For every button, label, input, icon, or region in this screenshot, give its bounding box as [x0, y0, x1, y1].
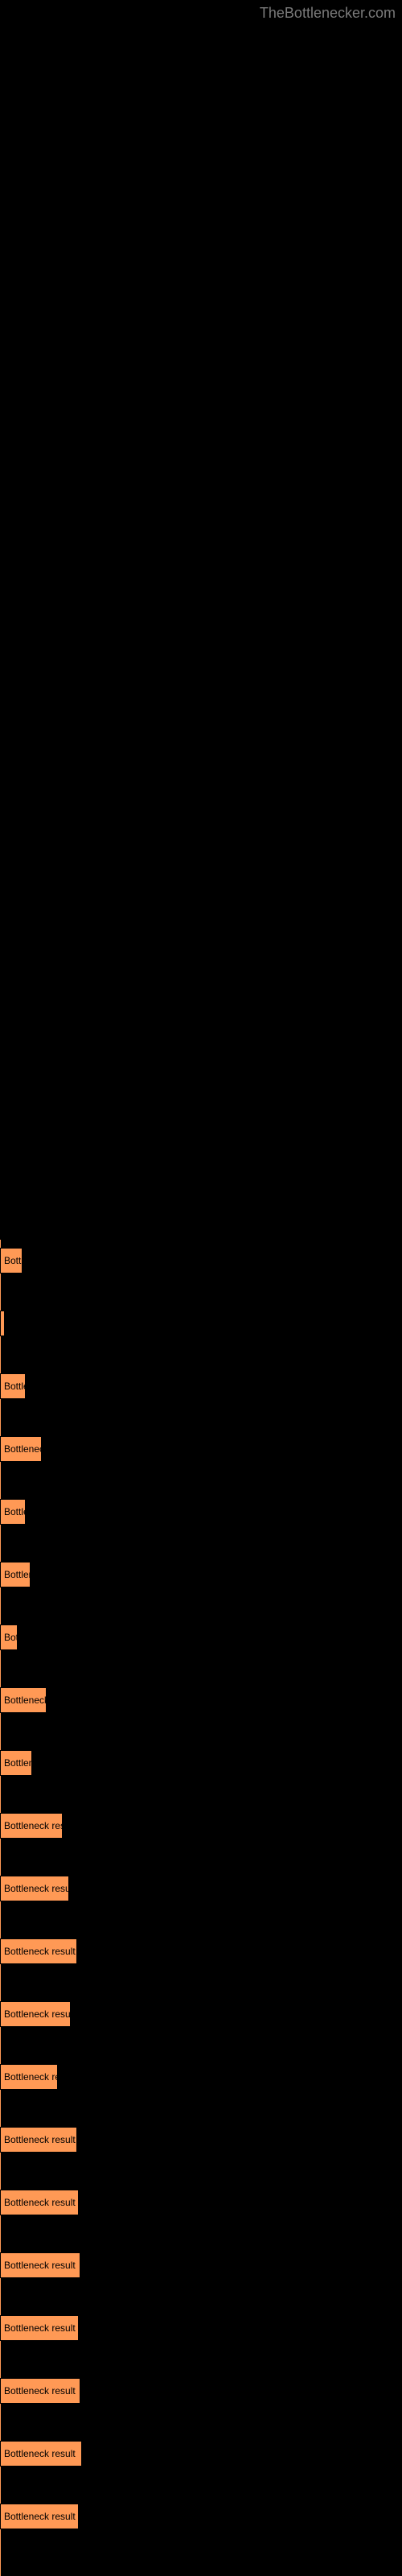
- bar: Bottle: [0, 1499, 26, 1525]
- bar: Bottleneck result: [0, 2252, 80, 2278]
- bar-row: Bottleneck result: [0, 2190, 79, 2215]
- bar: Bott: [0, 1248, 23, 1274]
- bar-row: Bottleneck re: [0, 2064, 58, 2090]
- bar: Bottleneck result: [0, 2378, 80, 2404]
- bar: Bottleneck: [0, 1687, 47, 1713]
- bar-row: Bottleneck result: [0, 2441, 82, 2467]
- bar-row: Bottle: [0, 1499, 26, 1525]
- bar-row: Bottle: [0, 1373, 26, 1399]
- bar-row: Bottlen: [0, 1562, 31, 1587]
- bar-row: [0, 1311, 5, 1336]
- bar-row: Bottleneck result: [0, 2378, 80, 2404]
- bar: Bottlenec: [0, 1436, 42, 1462]
- bar: Bottleneck result: [0, 2441, 82, 2467]
- bar: Bot: [0, 1624, 18, 1650]
- bar: Bottleneck result: [0, 2504, 79, 2529]
- bar: Bottle: [0, 1373, 26, 1399]
- bar-row: Bottlen: [0, 1750, 32, 1776]
- bar-row: Bottleneck result: [0, 2315, 79, 2341]
- bar-row: Bottlenec: [0, 1436, 42, 1462]
- bar: Bottleneck res: [0, 1813, 63, 1839]
- bar: Bottleneck resu: [0, 2001, 71, 2027]
- bar-row: Bottleneck result: [0, 2127, 77, 2153]
- bar-row: Bottleneck result: [0, 1938, 77, 1964]
- bar-row: Bottleneck resu: [0, 2001, 71, 2027]
- bar: [0, 1311, 5, 1336]
- bar-row: Bot: [0, 1624, 18, 1650]
- bar: Bottlen: [0, 1750, 32, 1776]
- bar: Bottleneck resu: [0, 1876, 69, 1901]
- bar: Bottleneck result: [0, 2190, 79, 2215]
- bar: Bottleneck result: [0, 2315, 79, 2341]
- bar-row: Bottleneck result: [0, 2252, 80, 2278]
- bar-row: Bottleneck: [0, 1687, 47, 1713]
- bar-row: Bottleneck resu: [0, 1876, 69, 1901]
- bar: Bottlen: [0, 1562, 31, 1587]
- bar-row: Bottleneck result: [0, 2504, 79, 2529]
- bar: Bottleneck re: [0, 2064, 58, 2090]
- watermark-text: TheBottlenecker.com: [260, 5, 396, 22]
- bar-row: Bott: [0, 1248, 23, 1274]
- bar: Bottleneck result: [0, 1938, 77, 1964]
- bar-row: Bottleneck res: [0, 1813, 63, 1839]
- bar: Bottleneck result: [0, 2127, 77, 2153]
